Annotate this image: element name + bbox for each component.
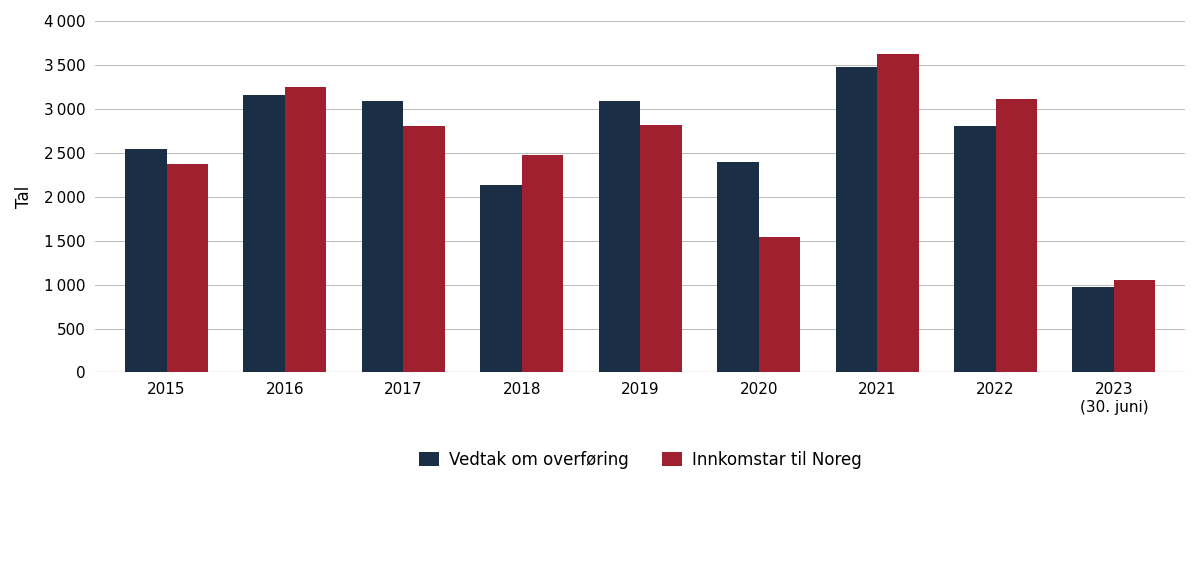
Bar — [1114, 280, 1156, 373]
Y-axis label: Tal: Tal — [14, 186, 32, 208]
Bar — [954, 126, 996, 373]
Bar — [599, 101, 641, 373]
Bar — [167, 164, 208, 373]
Bar — [718, 163, 758, 373]
Bar — [480, 185, 522, 373]
Bar — [758, 237, 800, 373]
Bar — [284, 87, 326, 373]
Legend: Vedtak om overføring, Innkomstar til Noreg: Vedtak om overføring, Innkomstar til Nor… — [412, 444, 869, 475]
Bar — [125, 149, 167, 373]
Bar — [641, 125, 682, 373]
Bar — [403, 126, 445, 373]
Bar — [877, 53, 918, 373]
Bar — [362, 101, 403, 373]
Bar — [244, 95, 284, 373]
Bar — [522, 155, 563, 373]
Bar — [996, 99, 1037, 373]
Bar — [1073, 287, 1114, 373]
Bar — [835, 67, 877, 373]
